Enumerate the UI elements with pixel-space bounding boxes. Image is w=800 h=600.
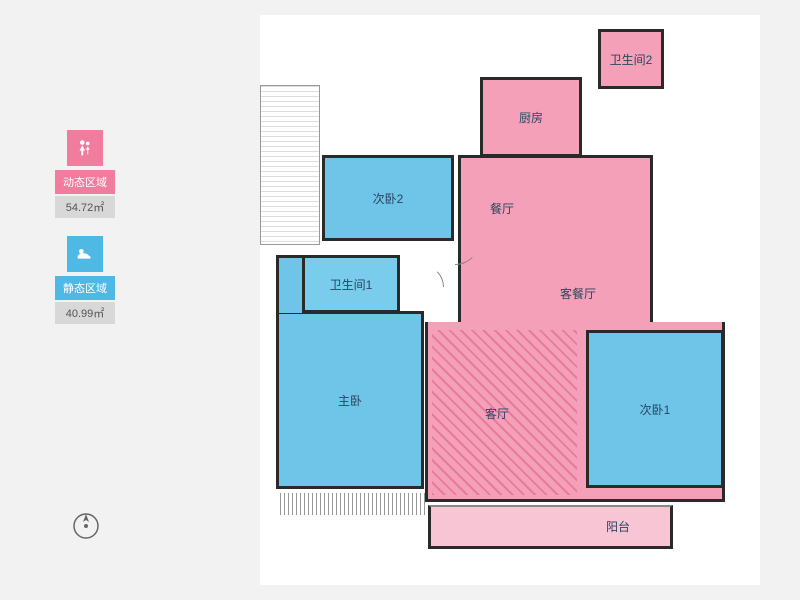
room-kitchen: 厨房 [480,77,582,157]
joiner [458,322,653,328]
legend-dynamic-value: 54.72㎡ [55,196,115,218]
rest-icon [67,236,103,272]
compass-icon [70,510,102,542]
label-master: 主卧 [338,392,362,409]
label-kitchen: 厨房 [519,109,543,126]
label-bedroom2: 次卧2 [373,190,404,207]
legend-static: 静态区域 40.99㎡ [55,236,115,324]
room-bathroom1: 卫生间1 [302,255,400,313]
floorplan-container: 卫生间2 厨房 餐厅 客餐厅 客厅 阳台 次卧2 卫生间1 主卧 次卧1 [260,15,760,585]
label-living: 客厅 [485,405,509,422]
legend-dynamic: 动态区域 54.72㎡ [55,130,115,218]
label-living-dining: 客餐厅 [560,285,596,302]
room-master: 主卧 [276,311,424,489]
people-icon [67,130,103,166]
room-bedroom1: 次卧1 [586,330,724,488]
label-bedroom1: 次卧1 [640,401,671,418]
label-dining: 餐厅 [490,200,514,217]
legend-panel: 动态区域 54.72㎡ 静态区域 40.99㎡ [55,130,115,342]
legend-static-value: 40.99㎡ [55,302,115,324]
room-living-dining-block [458,155,653,325]
label-balcony: 阳台 [606,518,630,535]
legend-dynamic-label: 动态区域 [55,170,115,194]
label-bathroom1: 卫生间1 [330,276,373,293]
balcony-rail [280,493,425,515]
label-bathroom2: 卫生间2 [610,51,653,68]
master-extension [276,255,302,313]
legend-static-label: 静态区域 [55,276,115,300]
door-arc-2 [400,265,444,309]
room-balcony: 阳台 [428,505,673,549]
outline-left [260,85,320,245]
room-bathroom2: 卫生间2 [598,29,664,89]
room-bedroom2: 次卧2 [322,155,454,241]
